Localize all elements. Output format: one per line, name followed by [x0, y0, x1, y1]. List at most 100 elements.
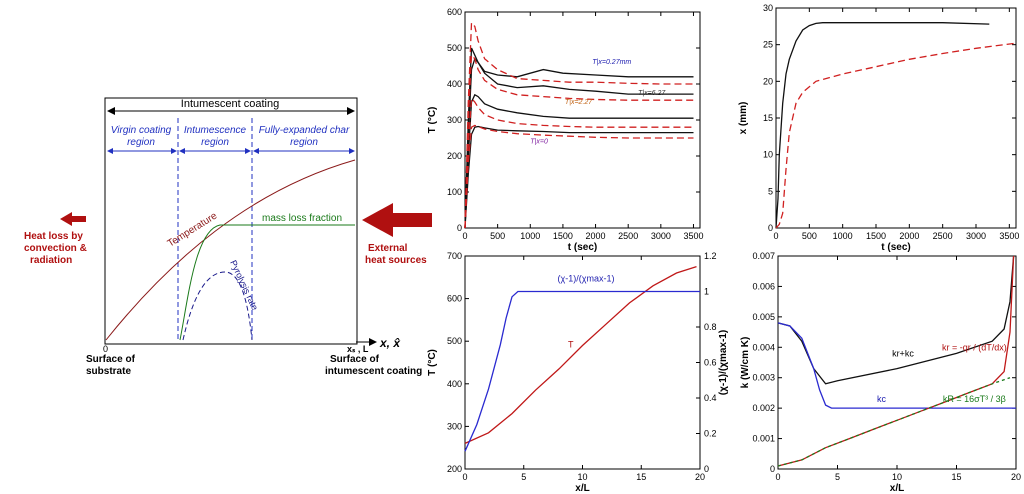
- y-right-tick-label: 1: [704, 287, 709, 297]
- chart-conductivity: 0 5 10 15 20 0 0.001 0.002 0.003 0.004 0.005 0.006 0…: [740, 251, 1021, 494]
- series-line-3: [464, 125, 694, 229]
- region-char-label-1: Fully-expanded char: [259, 125, 350, 136]
- y-tick-label: 300: [447, 421, 462, 431]
- xs-label: xₛ , L: [347, 344, 369, 354]
- x-tick-label: 10: [577, 472, 587, 482]
- chart-temp-time: 0 500 1000 1500 2000 2500 3000 3500 0 100 200 300 40…: [427, 7, 703, 253]
- external-heat-arrow-icon: [362, 203, 432, 237]
- y-axis-label: T (°C): [427, 349, 438, 376]
- series-label: kr+kc: [892, 348, 914, 358]
- y-axis-label: T (°C): [427, 107, 438, 134]
- y-tick-label: 30: [763, 3, 773, 13]
- x-tick-label: 0: [462, 231, 467, 241]
- x-tick-label: 2000: [586, 231, 606, 241]
- x-tick-label: 10: [892, 472, 902, 482]
- heat-loss-arrow-icon: [60, 212, 86, 226]
- x-tick-label: 5: [835, 472, 840, 482]
- y-right-tick-label: 1.2: [704, 251, 717, 261]
- x-axis-label: t (sec): [568, 242, 597, 253]
- series-annotation: T|x=0.27mm: [592, 59, 631, 66]
- series-label: (χ-1)/(χmax-1): [558, 274, 615, 284]
- y-tick-label: 0.001: [752, 434, 775, 444]
- x-tick-label: 0: [462, 472, 467, 482]
- series-line-kr: [777, 377, 1011, 467]
- x-tick-label: 2500: [618, 231, 638, 241]
- heat-loss-label-3: radiation: [30, 255, 72, 266]
- series-line-kr-kc: [777, 255, 1015, 385]
- series-line-0: [775, 22, 990, 229]
- y-tick-label: 20: [763, 76, 773, 86]
- series-line-0: [464, 47, 694, 229]
- region-virgin-label-2: region: [127, 137, 155, 148]
- series-label: kr = -qr / (dT/dx): [942, 342, 1007, 352]
- coating-surface-label-1: Surface of: [330, 354, 380, 365]
- y-tick-label: 300: [447, 115, 462, 125]
- x-tick-label: 3500: [999, 231, 1019, 241]
- x-tick-label: 1500: [866, 231, 886, 241]
- y-tick-label: 400: [447, 79, 462, 89]
- x-tick-label: 2000: [899, 231, 919, 241]
- x-tick-label: 0: [775, 472, 780, 482]
- y-right-tick-label: 0.6: [704, 358, 717, 368]
- y-tick-label: 700: [447, 251, 462, 261]
- chart-profile: 0 5 10 15 20 200 300 400 500 600 700 0 0.2 0.4 0.6 0.8 1…: [427, 251, 729, 494]
- charts-group: 0 500 1000 1500 2000 2500 3000 3500010020030040…: [427, 3, 1021, 494]
- origin-label: 0: [103, 344, 108, 354]
- series-line-kr: [777, 255, 1015, 467]
- y-tick-label: 500: [447, 336, 462, 346]
- chart-thickness-time: 0 500 1000 1500 2000 2500 3000 3500 0 5 10 15 20 25 30…: [738, 3, 1019, 253]
- plot-frame: [464, 255, 701, 470]
- y-right-tick-label: 0.2: [704, 429, 717, 439]
- x-axis-label: x, x̂: [379, 336, 401, 350]
- mass-loss-curve: [179, 224, 355, 341]
- x-axis-label: t (sec): [881, 242, 910, 253]
- y-tick-label: 15: [763, 113, 773, 123]
- heat-loss-label-1: Heat loss by: [24, 231, 83, 242]
- y-axis-label: k (W/cm K): [740, 337, 751, 389]
- temperature-curve: [105, 159, 356, 341]
- y-tick-label: 0: [770, 464, 775, 474]
- x-tick-label: 20: [1011, 472, 1021, 482]
- series-line-1: [775, 42, 1017, 229]
- y-axis-label: x (mm): [738, 102, 749, 135]
- y-tick-label: 5: [768, 186, 773, 196]
- series-line-kc: [777, 322, 1016, 409]
- x-tick-label: 3000: [651, 231, 671, 241]
- region-intumescence-label-2: region: [201, 137, 229, 148]
- region-char-label-2: region: [290, 137, 318, 148]
- pyrolysis-label: Pyrolysis rate: [228, 259, 260, 312]
- schematic-frame: [104, 97, 358, 345]
- series-line-5: [464, 53, 694, 229]
- y-tick-label: 0.003: [752, 373, 775, 383]
- series-annotation: T|x=6.27: [638, 90, 666, 97]
- x-tick-label: 0: [773, 231, 778, 241]
- y-tick-label: 200: [447, 464, 462, 474]
- series-annotation: T|x=0: [530, 138, 548, 145]
- pyrolysis-curve: [182, 271, 253, 341]
- y-right-tick-label: 0.8: [704, 322, 717, 332]
- y-tick-label: 25: [763, 40, 773, 50]
- y-tick-label: 0.004: [752, 342, 775, 352]
- x-tick-label: 1000: [520, 231, 540, 241]
- heat-loss-label-2: convection &: [24, 243, 87, 254]
- series-label: T: [568, 340, 574, 350]
- y-tick-label: 0.005: [752, 312, 775, 322]
- x-tick-label: 2500: [933, 231, 953, 241]
- y-tick-label: 0.002: [752, 403, 775, 413]
- region-intumescence-label-1: Intumescence: [184, 125, 247, 136]
- series-annotation: T|x=2.27: [565, 99, 593, 106]
- y-tick-label: 10: [763, 150, 773, 160]
- x-tick-label: 5: [521, 472, 526, 482]
- series-line-6: [464, 96, 694, 229]
- mass-loss-label: mass loss fraction: [262, 213, 342, 224]
- y-right-axis-label: (χ-1)/(χmax-1): [718, 330, 729, 395]
- y-tick-label: 400: [447, 379, 462, 389]
- y-tick-label: 0: [457, 223, 462, 233]
- series-line-2: [464, 93, 694, 229]
- series-line--1-max-1-: [464, 290, 700, 452]
- x-tick-label: 3000: [966, 231, 986, 241]
- series-label: kc: [877, 394, 887, 404]
- y-right-tick-label: 0.4: [704, 393, 717, 403]
- y-tick-label: 0.007: [752, 251, 775, 261]
